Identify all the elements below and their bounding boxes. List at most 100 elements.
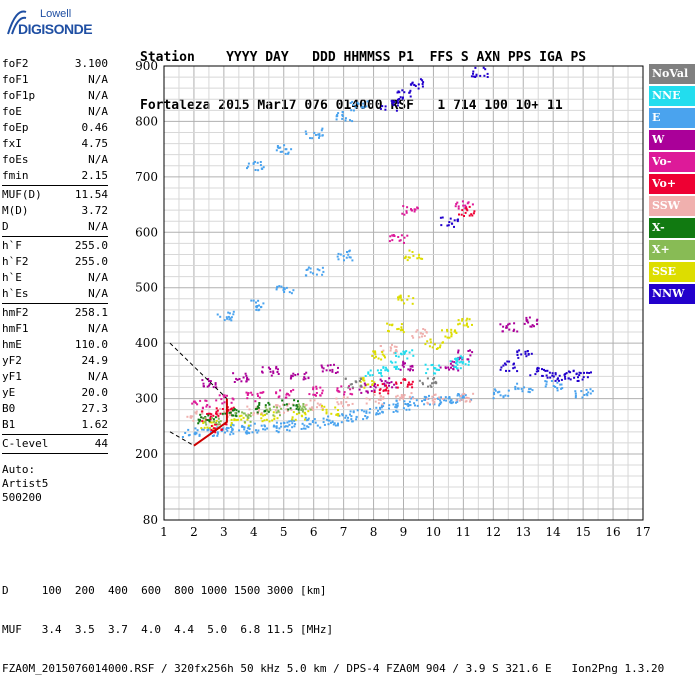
echo-x [300,409,303,411]
echo-noval [431,382,433,385]
echo-e [449,399,452,402]
echo-e [396,402,399,405]
echo-sse [374,351,377,354]
param-value: 110.0 [74,338,108,351]
echo-e [388,404,391,407]
echo-vo [473,210,476,213]
echo-e [255,301,257,304]
echo-e [292,289,295,292]
echo-x [237,410,240,413]
echo-e [413,402,416,405]
echo-vo [402,205,405,208]
echo-vo [351,393,354,396]
param-value: 1.62 [81,418,109,431]
echo-e [288,429,291,432]
echo-ssw [216,412,219,415]
echo-x [296,405,299,408]
echo-e [528,388,531,391]
echo-x [221,412,224,415]
echo-e [227,427,230,430]
echo-vo [201,420,204,423]
echo-w [364,384,367,387]
param-row: yE 20.0 [2,385,108,401]
echo-nnw [524,352,527,355]
echo-sse [467,325,470,328]
echo-ssw [432,398,435,400]
echo-w [451,364,454,367]
echo-nnw [512,363,515,366]
echo-e [283,291,286,293]
echo-e [356,409,359,412]
echo-x [281,399,284,402]
echo-e [318,269,321,272]
echo-e [408,408,411,411]
legend-item-nnw: NNW [649,284,695,304]
echo-sse [321,408,324,411]
echo-e [493,388,496,391]
echo-e [216,431,219,434]
echo-nnw [529,374,532,377]
param-label: hmF1 [2,322,29,335]
echo-noval [421,381,424,384]
echo-w [508,328,511,331]
echo-nnw [470,75,473,78]
echo-nnw [505,369,507,372]
echo-nnw [549,376,552,379]
echo-x [280,407,283,410]
echo-sse [371,354,374,357]
param-value: 3.72 [81,204,109,217]
echo-x [302,403,305,405]
echo-nnw [453,219,456,222]
echo-x [268,403,271,406]
echo-vo [468,205,471,208]
echo-nnw [503,362,506,365]
polarization-legend: NoVal NNE E W Vo- Vo+ SSW X- X+ SSE NNW [649,64,695,306]
echo-e [344,416,347,419]
echo-nnw [396,104,399,107]
echo-vo [396,386,399,389]
echo-w [320,364,323,367]
echo-x [283,403,286,406]
param-value: 258.1 [74,306,108,319]
echo-w [321,366,324,369]
echo-sse [272,411,275,414]
echo-ssw [186,415,189,418]
echo-w [505,326,508,329]
echo-sse [416,257,419,260]
echo-ssw [465,396,468,399]
echo-e [410,397,413,400]
echo-vo [391,234,394,237]
echo-vo [387,389,390,392]
echo-sse [421,257,424,260]
echo-ssw [419,332,422,335]
echo-e [517,387,520,390]
echo-e [392,403,395,406]
echo-nnw [482,66,485,69]
echo-w [329,364,332,367]
echo-x [293,399,296,402]
x-tick-label: 6 [310,525,318,539]
echo-e [544,380,547,383]
echo-nnw [439,216,442,219]
echo-noval [358,380,361,382]
echo-nnw [586,376,589,379]
x-tick-label: 16 [605,525,620,539]
param-row: foE N/A [2,104,108,120]
echo-vo [230,401,233,404]
echo-w [232,372,235,375]
echo-e [360,409,363,412]
echo-w [290,376,293,379]
echo-x [267,410,270,413]
echo-e [529,387,532,390]
echo-e [227,311,230,314]
echo-sse [412,254,415,257]
echo-e [336,255,339,258]
echo-ssw [472,392,475,395]
param-label: foEp [2,121,29,134]
echo-e [348,256,351,259]
echo-w [275,367,278,370]
echo-w [358,388,361,391]
echo-w [409,368,412,371]
echo-nnw [534,373,537,376]
echo-nne [369,369,372,372]
